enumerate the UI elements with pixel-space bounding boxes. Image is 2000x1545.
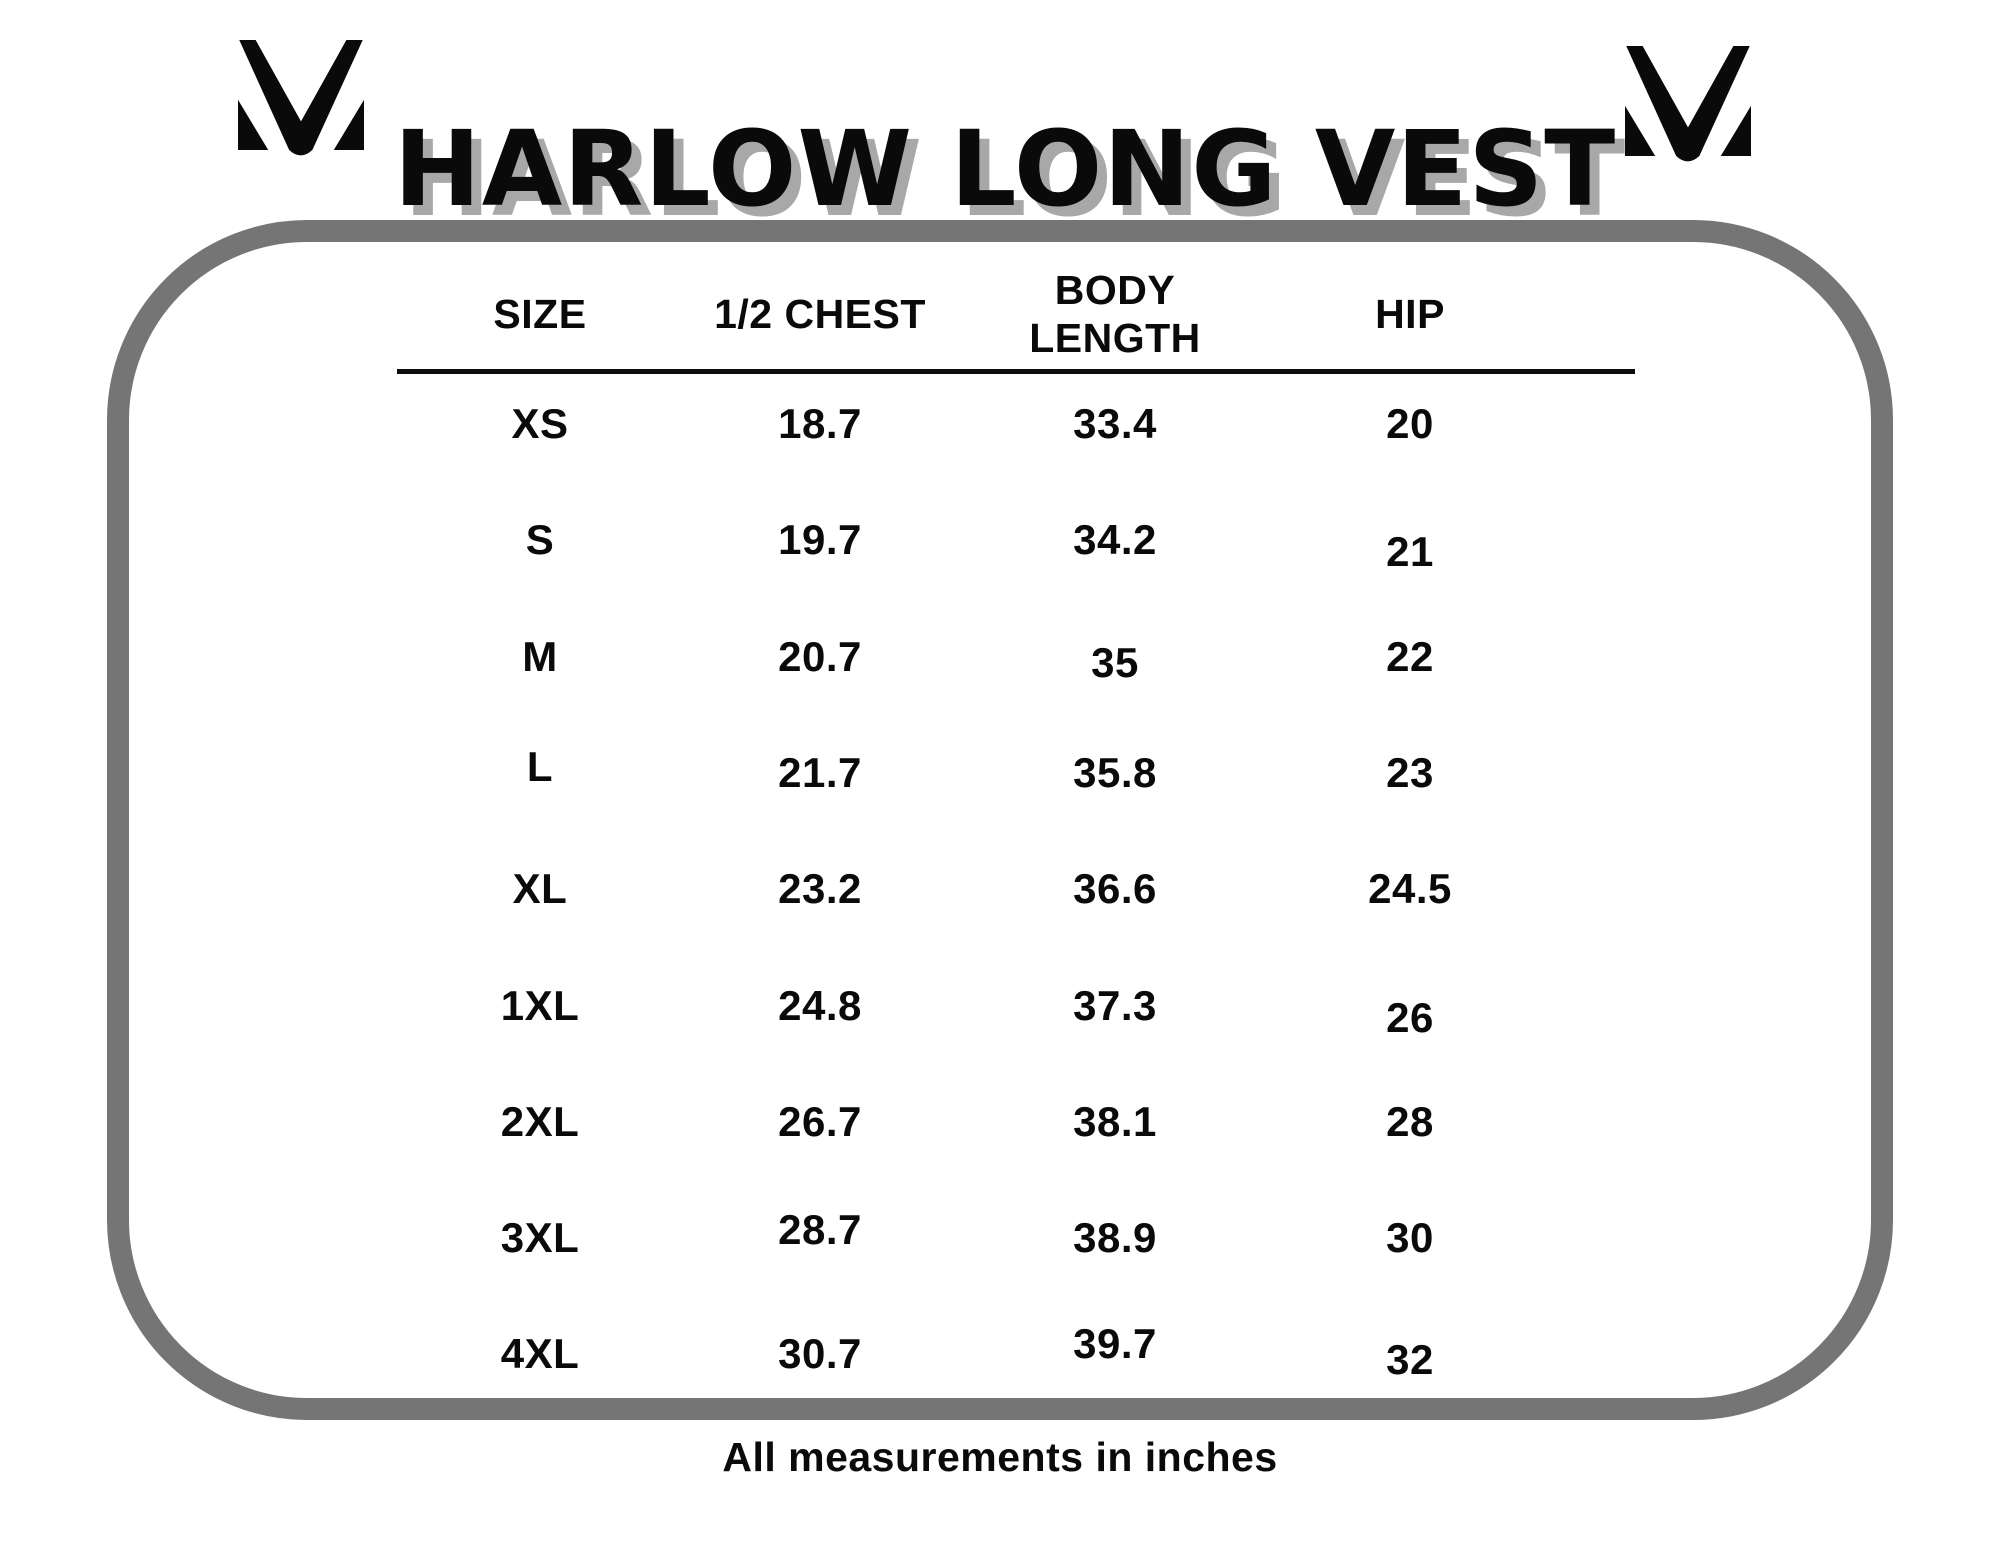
header-divider-line: [397, 369, 1635, 374]
half-chest-cell: 19.7: [778, 516, 862, 563]
size-cell: 2XL: [500, 1098, 580, 1145]
half-chest-cell: 24.8: [778, 982, 862, 1029]
half-chest-cell: 20.7: [778, 633, 862, 680]
table-row: S 19.7 34.2 21: [395, 512, 1635, 575]
size-cell: 1XL: [500, 982, 580, 1029]
body-length-cell: 38.1: [1073, 1098, 1157, 1145]
body-length-cell: 37.3: [1073, 982, 1157, 1029]
body-length-cell: 38.9: [1073, 1214, 1157, 1261]
body-length-cell: 33.4: [1073, 400, 1157, 447]
table-row: XS 18.7 33.4 20: [395, 396, 1635, 452]
hip-cell: 26: [1386, 994, 1434, 1041]
size-cell: 4XL: [500, 1330, 580, 1377]
table-row: 1XL 24.8 37.3 26: [395, 978, 1635, 1041]
body-length-cell: 35: [1091, 639, 1139, 686]
table-row: XL 23.2 36.6 24.5: [395, 861, 1635, 917]
half-chest-cell: 30.7: [778, 1330, 862, 1377]
body-length-cell: 35.8: [1073, 749, 1157, 796]
size-cell: S: [525, 516, 555, 563]
page-title: HARLOW LONG VEST: [393, 107, 1617, 230]
hip-cell: 23: [1386, 749, 1434, 796]
table-row: 4XL 30.7 39.7 32: [395, 1320, 1635, 1383]
brand-m-logo-left: [238, 40, 364, 156]
size-cell: XL: [512, 865, 568, 912]
hip-cell: 24.5: [1368, 865, 1452, 912]
column-header-hip: HIP: [1375, 291, 1445, 338]
table-row: L 21.7 35.8 23: [395, 743, 1635, 801]
table-row: 2XL 26.7 38.1 28: [395, 1094, 1635, 1150]
body-length-cell: 39.7: [1073, 1320, 1157, 1367]
measurements-note: All measurements in inches: [722, 1434, 1278, 1480]
brand-m-logo-right: [1625, 46, 1751, 162]
half-chest-cell: 28.7: [778, 1206, 862, 1253]
half-chest-cell: 23.2: [778, 865, 862, 912]
body-length-cell: 34.2: [1073, 516, 1157, 563]
size-cell: XS: [511, 400, 569, 447]
hip-cell: 21: [1386, 528, 1434, 575]
hip-cell: 32: [1386, 1336, 1434, 1383]
hip-cell: 22: [1386, 633, 1434, 680]
half-chest-cell: 18.7: [778, 400, 862, 447]
size-cell: 3XL: [500, 1214, 580, 1261]
hip-cell: 28: [1386, 1098, 1434, 1145]
body-length-cell: 36.6: [1073, 865, 1157, 912]
table-header-row: SIZE 1/2 CHEST BODY LENGTH HIP: [395, 260, 1635, 370]
hip-cell: 30: [1386, 1214, 1434, 1261]
table-row: M 20.7 35 22: [395, 629, 1635, 686]
half-chest-cell: 26.7: [778, 1098, 862, 1145]
size-cell: M: [522, 633, 558, 680]
hip-cell: 20: [1386, 400, 1434, 447]
size-chart-border-panel: [107, 220, 1893, 1420]
size-cell: L: [526, 743, 554, 790]
column-header-body-length: BODY LENGTH: [1029, 267, 1201, 361]
column-header-size: SIZE: [493, 291, 587, 338]
column-header-half-chest: 1/2 CHEST: [714, 291, 926, 338]
table-row: 3XL 28.7 38.9 30: [395, 1206, 1635, 1266]
half-chest-cell: 21.7: [778, 749, 862, 796]
